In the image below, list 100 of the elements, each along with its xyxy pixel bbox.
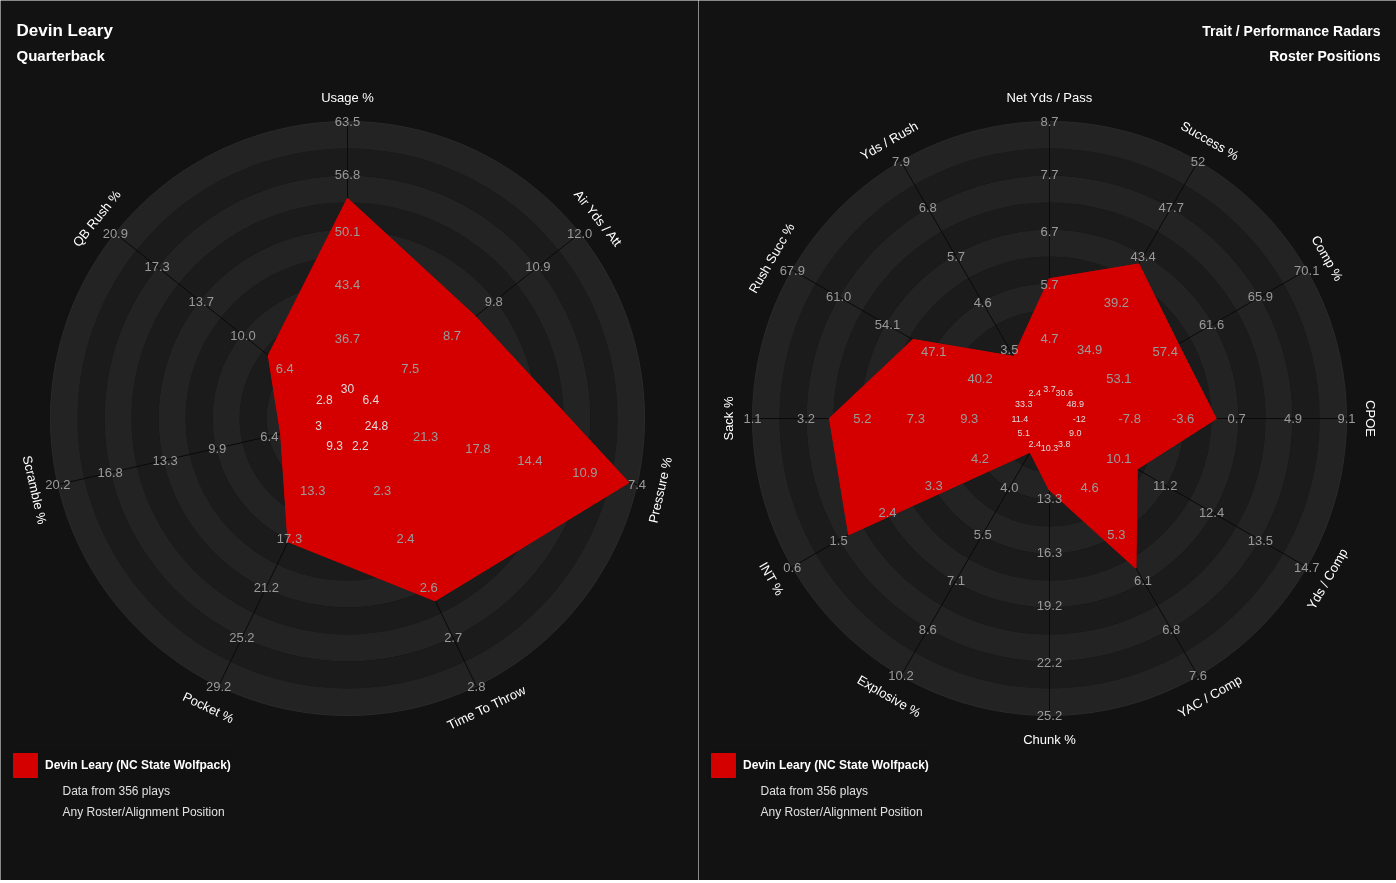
text: 9.0 (1068, 428, 1082, 439)
spoke-label: Chunk % (1023, 731, 1077, 747)
text: 34.9 (1076, 341, 1103, 357)
text: 3.3 (924, 477, 943, 493)
spoke-label: CPOE (1362, 400, 1378, 438)
text: 10.9 (572, 465, 598, 481)
text: 8.7 (1040, 114, 1059, 129)
text: 40.2 (967, 370, 993, 386)
text: 4.7 (1040, 330, 1059, 346)
text: 48.9 (1066, 398, 1084, 409)
text: 20.2 (45, 477, 71, 493)
spoke-label: Sack % (721, 396, 737, 441)
text: 5.3 (1107, 526, 1126, 542)
text: 2.3 (373, 483, 392, 499)
text: 12.4 (1198, 504, 1225, 520)
text: 9.3 (960, 411, 979, 426)
text: 2.4 (396, 531, 415, 547)
legend-label: Devin Leary (NC State Wolfpack) (45, 758, 231, 772)
text: 53.1 (1106, 370, 1132, 386)
text: 2.8 (467, 678, 486, 694)
text: 19.2 (1036, 598, 1063, 614)
text: 61.6 (1198, 317, 1225, 333)
text: -3.6 (1171, 411, 1195, 426)
text: 10.1 (1106, 451, 1132, 467)
text: 25.2 (229, 630, 255, 646)
text: 10.9 (525, 259, 551, 275)
text: -7.8 (1118, 411, 1141, 426)
text: 14.7 (1294, 559, 1320, 575)
text: 52 (1190, 153, 1206, 169)
text: 5.2 (853, 411, 872, 426)
text: 13.3 (300, 483, 326, 499)
text: 6.7 (1040, 223, 1059, 239)
text: 6.4 (260, 428, 279, 444)
text: 39.2 (1103, 295, 1129, 311)
text: 2.4 (1028, 387, 1041, 398)
text: 7.1 (946, 573, 965, 589)
text: 7.3 (906, 411, 925, 426)
text: 21.2 (253, 579, 279, 595)
text: 47.7 (1158, 200, 1184, 216)
text: 6.8 (918, 200, 937, 216)
text: 4.6 (973, 295, 992, 311)
text: 3.5 (1000, 341, 1019, 357)
text: 3.7 (1043, 383, 1056, 394)
text: 11.2 (1153, 477, 1178, 493)
text: 21.3 (413, 428, 439, 444)
text: 17.8 (465, 440, 491, 456)
text: 43.4 (1130, 248, 1156, 264)
text: 6.4 (275, 361, 294, 376)
text: 12.0 (567, 225, 593, 241)
chart-subtitle: Quarterback (16, 47, 106, 64)
text: 14.4 (517, 452, 543, 468)
text: 50.1 (334, 223, 361, 239)
text: 7.6 (1188, 668, 1208, 684)
text: 0.6 (783, 559, 802, 575)
text: 16.3 (1036, 544, 1063, 560)
text: 20.9 (102, 225, 128, 241)
text: 3.8 (1058, 439, 1071, 450)
text: 9.3 (326, 438, 343, 453)
text: 2.4 (1028, 439, 1041, 450)
text: Any Roster/Alignment Position (760, 804, 923, 819)
text: 2.6 (419, 579, 438, 595)
text: 13.3 (1036, 491, 1063, 507)
text: 7.7 (1040, 167, 1059, 183)
text: 5.1 (1017, 428, 1031, 439)
text: 4.2 (971, 451, 990, 467)
text: 65.9 (1247, 289, 1274, 305)
text: 10.0 (230, 327, 256, 343)
text: 4.9 (1284, 411, 1303, 426)
text: 43.4 (334, 277, 361, 293)
text: 8.7 (442, 327, 462, 343)
text: 2.8 (315, 393, 333, 408)
text: Data from 356 plays (760, 783, 868, 798)
text: 9.9 (208, 440, 227, 456)
text: 13.3 (152, 452, 178, 468)
text: 2.7 (444, 630, 463, 646)
text: 54.1 (874, 317, 901, 333)
text: 29.2 (205, 678, 232, 694)
text: 57.4 (1152, 344, 1178, 360)
text: 11.4 (1011, 413, 1029, 424)
text: 56.8 (334, 167, 361, 183)
text: 36.7 (334, 330, 361, 346)
text: 7.4 (628, 477, 647, 493)
text: -12 (1072, 413, 1086, 424)
text: 24.8 (364, 418, 389, 433)
text: 30.6 (1055, 387, 1074, 398)
legend-label: Devin Leary (NC State Wolfpack) (743, 758, 929, 772)
text: 0.7 (1227, 411, 1246, 426)
text: 13.5 (1247, 532, 1274, 548)
text: 17.3 (144, 259, 170, 275)
text: 61.0 (825, 289, 852, 305)
chart-title: Devin Leary (16, 21, 114, 40)
text: 7.9 (891, 153, 911, 169)
text: 3 (315, 418, 322, 433)
text: 63.5 (334, 114, 361, 129)
text: 16.8 (97, 465, 123, 481)
text: 1.5 (829, 532, 848, 548)
text: 7.5 (401, 361, 420, 376)
text: 6.8 (1162, 621, 1181, 637)
text: Data from 356 plays (62, 783, 170, 798)
text: 5.5 (973, 526, 992, 542)
